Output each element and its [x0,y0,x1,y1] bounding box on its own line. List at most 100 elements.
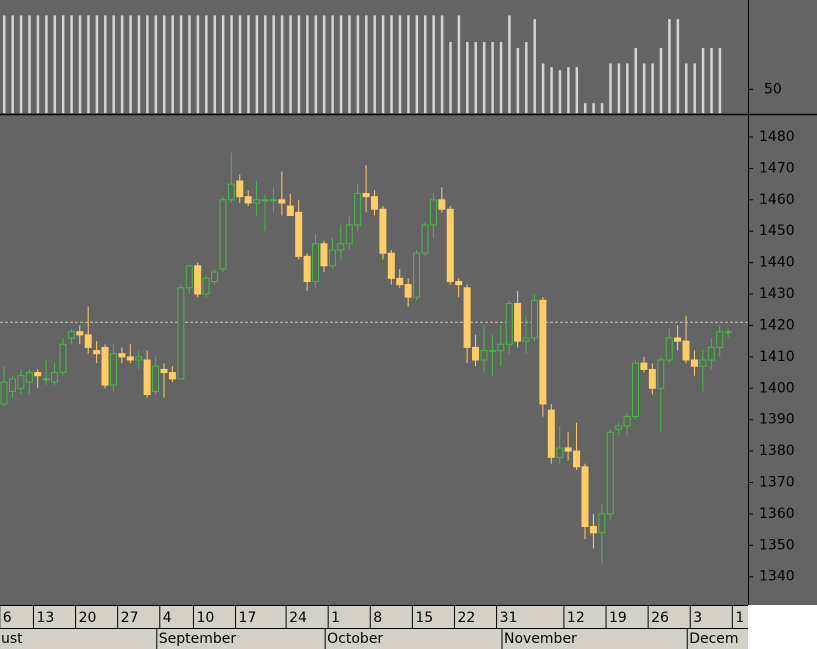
candle-body [76,331,84,336]
candle-body [623,416,631,427]
indicator-bar [550,67,553,113]
candle-body [303,255,311,282]
candle-body [438,199,446,210]
indicator-bar [583,103,587,113]
indicator-bar [525,42,528,113]
indicator-bar [710,47,713,113]
y-tick-label: 1470 [759,160,795,176]
candle-body [404,284,412,298]
candle-body [34,372,42,377]
candle-body [648,368,656,389]
candle-body [488,350,496,353]
candle-body [413,252,421,298]
candle-body [522,337,530,342]
indicator-bar [609,63,612,113]
candle-body [455,280,463,286]
indicator-bar [230,15,233,114]
indicator-bar [634,47,637,113]
candle-body [690,359,698,367]
candle-body [615,425,623,430]
y-tick-label: 1480 [759,129,795,145]
candle-body [42,378,50,381]
candle-body [261,199,269,202]
candle-body [716,331,724,348]
candle-body [573,450,581,468]
indicator-bar [365,15,368,114]
candle-body [25,372,33,383]
indicator-bar [28,15,31,114]
y-tick-label: 1340 [759,569,795,585]
candle-body [211,271,218,282]
candle-body [480,350,488,361]
candle-body [152,365,160,392]
indicator-bar [348,15,351,114]
candle-body [59,343,67,374]
candle-body [202,277,210,295]
indicator-bar [61,15,65,114]
indicator-bar [339,15,343,114]
candle-body [101,346,109,386]
indicator-bar [474,42,478,113]
indicator-bar [45,15,48,114]
indicator-bar [482,42,486,113]
candle-body [269,199,277,202]
y-tick-label: 1370 [759,475,795,491]
candle-body [320,243,328,267]
month-label: October [327,631,383,647]
candle-body [219,199,227,270]
indicator-bar [516,47,520,113]
candle-body [598,513,606,534]
y-tick-label: 1420 [759,317,795,333]
y-tick-label: 1400 [759,380,795,396]
candle-body [421,224,429,254]
indicator-bar [53,15,57,114]
candle-body [514,302,522,342]
x-tick-label: 3 [693,610,702,626]
candle-body [632,362,639,418]
indicator-bar [592,103,595,113]
x-tick-label: 10 [196,610,214,626]
indicator-bar [676,19,680,113]
indicator-bar [626,63,629,113]
candle-body [640,362,648,370]
date-strip [0,605,748,649]
x-tick-label: 1 [331,610,340,626]
x-tick-label: 15 [415,610,433,626]
indicator-bar [651,63,654,113]
candle-body [472,346,480,361]
x-tick-label: 8 [373,610,382,626]
indicator-bar [440,15,444,114]
indicator-bar [499,42,503,113]
y-tick-label: 1430 [759,286,795,302]
candle-body [396,277,404,286]
candle-body [530,299,538,339]
candle-body [286,205,294,217]
indicator-bar [70,15,73,114]
indicator-bar [289,15,292,114]
indicator-bar [575,67,579,113]
indicator-bar [95,15,99,114]
indicator-bar [659,47,663,113]
candle-body [177,287,185,380]
indicator-bar [617,63,621,113]
indicator-bar [693,63,696,113]
candle-body [295,211,303,257]
candle-body [665,337,673,361]
indicator-bar [390,15,393,114]
indicator-bar [533,19,536,113]
candle-body [168,372,176,380]
candle-body [699,359,707,367]
month-label: September [159,631,237,647]
candle-body [370,196,378,210]
y-tick-label: 1360 [759,506,795,522]
candle-body [581,466,589,527]
candle-body [17,375,25,389]
x-tick-label: 6 [3,610,12,626]
candle-body [253,199,261,204]
candle-body [84,334,92,348]
x-tick-label: 26 [651,610,669,626]
candle-body [657,359,665,389]
candle-body [126,356,134,361]
indicator-bar [146,15,149,114]
candle-body [227,183,235,201]
